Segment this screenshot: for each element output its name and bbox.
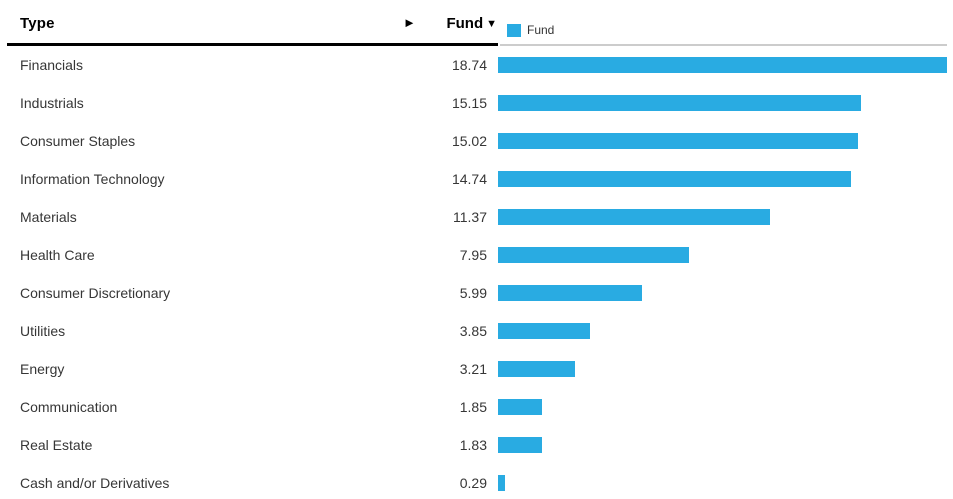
bar-track bbox=[498, 57, 947, 73]
sector-fund-value: 18.74 bbox=[451, 57, 487, 73]
sector-row: Consumer Staples 15.02 bbox=[0, 122, 953, 160]
sector-row: Real Estate 1.83 bbox=[0, 426, 953, 464]
sector-fund-value: 11.37 bbox=[453, 209, 487, 225]
sector-fund-value: 1.85 bbox=[459, 399, 487, 415]
bar-track bbox=[498, 247, 947, 263]
legend-item-fund[interactable]: Fund bbox=[507, 23, 554, 37]
header-left-section: Type ► Fund ▼ bbox=[7, 0, 498, 46]
sector-row: Information Technology 14.74 bbox=[0, 160, 953, 198]
sector-label: Communication bbox=[20, 399, 118, 415]
sector-fund-value: 0.29 bbox=[459, 475, 487, 491]
sector-label: Real Estate bbox=[20, 437, 93, 453]
sector-label: Utilities bbox=[20, 323, 66, 339]
sector-fund-value: 3.21 bbox=[459, 361, 487, 377]
sector-label: Industrials bbox=[20, 95, 84, 111]
fund-bar[interactable] bbox=[498, 323, 591, 339]
type-column-header: Type bbox=[20, 15, 55, 32]
sector-label: Materials bbox=[20, 209, 77, 225]
fund-bar[interactable] bbox=[498, 57, 947, 73]
sector-row: Health Care 7.95 bbox=[0, 236, 953, 274]
fund-bar[interactable] bbox=[498, 361, 575, 377]
sector-label: Health Care bbox=[20, 247, 95, 263]
sector-label: Information Technology bbox=[20, 171, 165, 187]
sector-fund-value: 7.95 bbox=[459, 247, 487, 263]
sector-fund-value: 1.83 bbox=[459, 437, 487, 453]
sector-row: Communication 1.85 bbox=[0, 388, 953, 426]
sort-descending-icon: ▼ bbox=[486, 18, 497, 30]
fund-column-label: Fund bbox=[446, 15, 484, 32]
fund-bar[interactable] bbox=[498, 475, 505, 491]
table-header: Type ► Fund ▼ Fund bbox=[0, 0, 953, 46]
fund-bar[interactable] bbox=[498, 171, 852, 187]
legend-label: Fund bbox=[527, 23, 555, 37]
bar-track bbox=[498, 209, 947, 225]
fund-bar[interactable] bbox=[498, 437, 542, 453]
bar-track bbox=[498, 323, 947, 339]
sector-row: Cash and/or Derivatives 0.29 bbox=[0, 464, 953, 499]
fund-bar[interactable] bbox=[498, 247, 689, 263]
sector-fund-value: 15.15 bbox=[451, 95, 487, 111]
sector-label: Financials bbox=[20, 57, 84, 73]
sector-row: Financials 18.74 bbox=[0, 46, 953, 84]
sector-fund-value: 14.74 bbox=[451, 171, 487, 187]
bar-track bbox=[498, 133, 947, 149]
bar-track bbox=[498, 361, 947, 377]
bar-track bbox=[498, 285, 947, 301]
sector-row: Utilities 3.85 bbox=[0, 312, 953, 350]
fund-bar[interactable] bbox=[498, 95, 861, 111]
sector-fund-value: 15.02 bbox=[451, 133, 487, 149]
sector-label: Cash and/or Derivatives bbox=[20, 475, 170, 491]
sector-label: Energy bbox=[20, 361, 65, 377]
sector-fund-value: 5.99 bbox=[459, 285, 487, 301]
sector-label: Consumer Staples bbox=[20, 133, 136, 149]
fund-bar[interactable] bbox=[498, 399, 543, 415]
fund-bar[interactable] bbox=[498, 133, 858, 149]
sector-row: Energy 3.21 bbox=[0, 350, 953, 388]
fund-bar[interactable] bbox=[498, 285, 642, 301]
sector-fund-value: 3.85 bbox=[459, 323, 487, 339]
bar-track bbox=[498, 95, 947, 111]
bar-track bbox=[498, 437, 947, 453]
fund-bar[interactable] bbox=[498, 209, 771, 225]
sector-rows: Financials 18.74 Industrials 15.15 Consu… bbox=[0, 46, 953, 499]
sector-label: Consumer Discretionary bbox=[20, 285, 171, 301]
bar-track bbox=[498, 171, 947, 187]
fund-legend-swatch-icon bbox=[507, 23, 521, 37]
sector-row: Industrials 15.15 bbox=[0, 84, 953, 122]
scroll-columns-right-icon[interactable]: ► bbox=[403, 15, 416, 30]
bar-track bbox=[498, 399, 947, 415]
fund-column-header[interactable]: Fund ▼ bbox=[446, 15, 497, 32]
bar-track bbox=[498, 475, 947, 491]
sector-row: Materials 11.37 bbox=[0, 198, 953, 236]
legend-section: Fund bbox=[500, 0, 947, 46]
sector-row: Consumer Discretionary 5.99 bbox=[0, 274, 953, 312]
